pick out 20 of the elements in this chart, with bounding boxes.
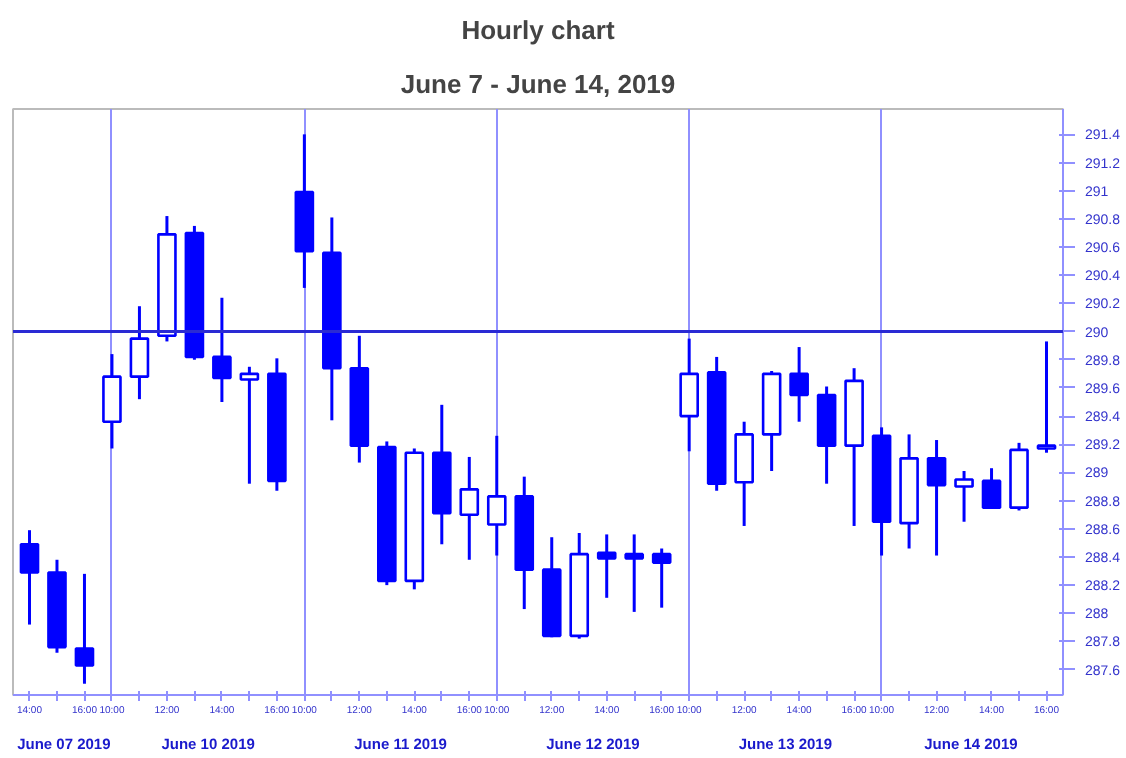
candlestick [212,296,232,404]
candlestick [789,345,809,424]
candlestick [596,532,617,600]
candlestick [981,466,1002,510]
candlestick [651,547,672,610]
candlestick [74,572,95,686]
candlestick [459,455,480,562]
candlestick [129,304,150,401]
candlestick [239,365,260,486]
chart-subtitle: June 7 - June 14, 2019 [400,69,676,99]
candlestick [486,434,507,558]
candlestick [102,352,122,450]
candlestick [954,469,974,524]
candlestick [926,438,947,558]
candlestick [734,420,754,528]
candlestick [679,337,699,453]
candlestick [19,528,40,627]
chart-title: Hourly chart [461,15,616,45]
candlestick [624,532,645,614]
candlestick [1036,339,1057,455]
